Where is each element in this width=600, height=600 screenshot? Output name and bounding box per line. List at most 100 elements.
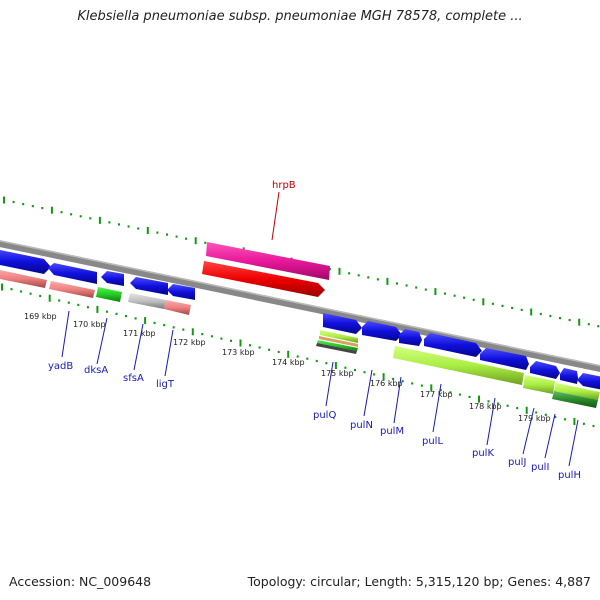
gene-feature[interactable]: [96, 287, 122, 302]
minor-tick: [449, 391, 452, 394]
minor-tick: [306, 357, 309, 360]
major-tick: [194, 237, 197, 245]
gene-label-yadB[interactable]: yadB: [48, 361, 73, 372]
minor-tick: [549, 314, 552, 318]
gene-feature[interactable]: [362, 321, 402, 341]
gene-feature[interactable]: [554, 383, 600, 400]
minor-tick: [268, 348, 271, 351]
gene-feature[interactable]: [560, 368, 578, 384]
gene-label-pulM[interactable]: pulM: [380, 426, 404, 437]
gene-feature[interactable]: [0, 269, 47, 288]
bottom-tick-line: [1, 283, 595, 428]
major-tick: [573, 418, 576, 425]
minor-tick: [511, 306, 514, 309]
gene-label-pulI[interactable]: pulI: [531, 462, 549, 473]
minor-tick: [501, 304, 504, 307]
minor-tick: [367, 276, 370, 279]
gene-label-pulJ[interactable]: pulJ: [508, 457, 526, 468]
reverse-strand-features: [0, 261, 600, 408]
gene-feature[interactable]: [319, 336, 358, 347]
gene-feature[interactable]: [523, 375, 555, 394]
accession-info: Accession: NC_009648: [9, 574, 152, 589]
minor-tick: [396, 282, 398, 285]
gene-feature[interactable]: [424, 333, 482, 357]
gene-label-pulK[interactable]: pulK: [472, 448, 494, 459]
minor-tick: [172, 326, 175, 329]
gene-feature[interactable]: [393, 346, 524, 385]
major-tick: [578, 318, 581, 326]
major-tick: [530, 308, 533, 316]
gene-label-sfsA[interactable]: sfsA: [123, 373, 144, 384]
major-tick: [338, 267, 341, 275]
gene-feature[interactable]: [48, 263, 97, 284]
minor-tick: [328, 268, 331, 271]
minor-tick: [204, 241, 207, 244]
major-tick: [239, 339, 242, 347]
minor-tick: [582, 422, 585, 425]
major-tick: [48, 294, 51, 302]
gene-label-ligT[interactable]: ligT: [156, 379, 175, 390]
gene-feature[interactable]: [320, 330, 358, 343]
minor-tick: [230, 339, 232, 342]
gene-feature[interactable]: [399, 329, 422, 346]
gene-feature[interactable]: [577, 373, 600, 390]
tick-label: 177 kbp: [420, 390, 453, 399]
minor-tick: [539, 312, 542, 316]
gene-feature[interactable]: [317, 340, 358, 351]
gene-feature[interactable]: [323, 313, 362, 334]
gene-feature[interactable]: [552, 391, 598, 408]
scale-labels: 169 kbp 170 kbp 171 kbp 172 kbp 173 kbp …: [24, 312, 551, 423]
minor-tick: [41, 207, 44, 210]
minor-tick: [185, 237, 188, 240]
minor-tick: [472, 298, 475, 301]
minor-tick: [12, 200, 15, 204]
minor-tick: [405, 284, 408, 287]
minor-tick: [411, 382, 414, 385]
gene-label-dksA[interactable]: dksA: [84, 365, 108, 376]
minor-tick: [597, 325, 600, 328]
gene-label-pulL[interactable]: pulL: [422, 436, 443, 447]
minor-tick: [29, 292, 32, 295]
tick-label: 170 kbp: [73, 320, 106, 329]
minor-tick: [210, 335, 213, 338]
gene-label-pulN[interactable]: pulN: [350, 420, 373, 431]
gene-feature[interactable]: [101, 271, 124, 286]
minor-tick: [487, 400, 490, 403]
minor-tick: [58, 299, 61, 302]
minor-tick: [458, 393, 461, 396]
gene-feature[interactable]: [130, 277, 168, 295]
major-tick: [334, 362, 337, 369]
minor-tick: [401, 380, 404, 383]
minor-tick: [22, 203, 25, 206]
gene-label-hrpB[interactable]: hrpB: [272, 180, 296, 191]
major-tick: [482, 298, 485, 306]
minor-tick: [348, 272, 351, 275]
minor-tick: [439, 389, 442, 392]
gene-feature[interactable]: [206, 242, 330, 280]
minor-tick: [354, 368, 356, 372]
minor-tick: [127, 225, 130, 228]
gene-feature[interactable]: [164, 300, 191, 315]
minor-tick: [535, 411, 538, 414]
gene-feature[interactable]: [128, 293, 166, 309]
tick-label: 179 kbp: [518, 414, 551, 423]
gene-feature[interactable]: [167, 284, 195, 300]
minor-tick: [424, 288, 427, 291]
minor-tick: [137, 227, 140, 230]
gene-feature[interactable]: [0, 249, 51, 274]
minor-tick: [89, 217, 92, 220]
gene-feature[interactable]: [316, 343, 357, 354]
gene-label-pulH[interactable]: pulH: [558, 470, 581, 481]
gene-feature[interactable]: [202, 261, 325, 297]
gene-label-pulQ[interactable]: pulQ: [313, 410, 336, 421]
minor-tick: [468, 395, 471, 398]
gene-feature[interactable]: [49, 281, 95, 298]
gene-feature[interactable]: [480, 348, 529, 370]
minor-tick: [220, 337, 223, 340]
minor-tick: [376, 278, 379, 281]
gene-feature[interactable]: [530, 361, 560, 379]
minor-tick: [363, 371, 366, 374]
minor-tick: [559, 317, 561, 320]
tick-label: 172 kbp: [173, 338, 206, 347]
